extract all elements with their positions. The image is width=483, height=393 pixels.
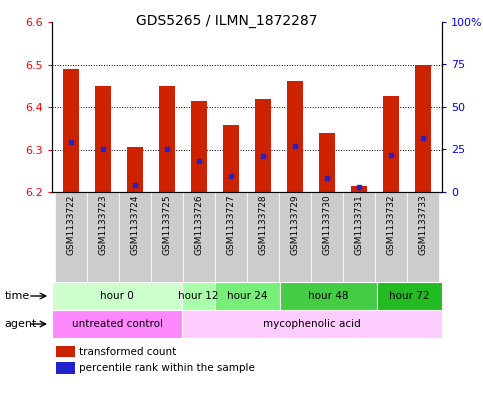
Text: GSM1133732: GSM1133732 — [386, 195, 396, 255]
FancyBboxPatch shape — [55, 192, 87, 282]
Bar — [191, 101, 207, 192]
Text: percentile rank within the sample: percentile rank within the sample — [79, 363, 255, 373]
Text: GSM1133730: GSM1133730 — [323, 195, 331, 255]
Bar — [95, 86, 111, 192]
Text: GSM1133729: GSM1133729 — [290, 195, 299, 255]
Text: GSM1133726: GSM1133726 — [195, 195, 203, 255]
FancyBboxPatch shape — [52, 310, 182, 338]
Text: GSM1133727: GSM1133727 — [227, 195, 236, 255]
FancyBboxPatch shape — [182, 310, 442, 338]
Text: untreated control: untreated control — [71, 319, 162, 329]
FancyBboxPatch shape — [375, 192, 407, 282]
Bar — [319, 132, 335, 192]
FancyBboxPatch shape — [52, 282, 182, 310]
FancyBboxPatch shape — [343, 192, 375, 282]
Text: hour 48: hour 48 — [308, 291, 349, 301]
FancyBboxPatch shape — [215, 192, 247, 282]
Text: hour 12: hour 12 — [178, 291, 218, 301]
Text: hour 0: hour 0 — [100, 291, 134, 301]
Bar — [415, 64, 431, 192]
Text: hour 24: hour 24 — [227, 291, 267, 301]
Text: GSM1133724: GSM1133724 — [130, 195, 140, 255]
Bar — [56, 345, 75, 357]
Bar — [383, 96, 399, 192]
Bar — [287, 81, 303, 192]
FancyBboxPatch shape — [311, 192, 343, 282]
Text: GDS5265 / ILMN_1872287: GDS5265 / ILMN_1872287 — [136, 14, 318, 28]
Text: GSM1133722: GSM1133722 — [67, 195, 76, 255]
Bar — [56, 362, 75, 373]
Text: agent: agent — [5, 319, 37, 329]
Text: GSM1133728: GSM1133728 — [258, 195, 268, 255]
FancyBboxPatch shape — [151, 192, 183, 282]
Bar — [159, 86, 175, 192]
Bar — [223, 125, 239, 192]
FancyBboxPatch shape — [279, 192, 311, 282]
Text: GSM1133725: GSM1133725 — [163, 195, 171, 255]
Text: GSM1133723: GSM1133723 — [99, 195, 108, 255]
FancyBboxPatch shape — [87, 192, 119, 282]
FancyBboxPatch shape — [119, 192, 151, 282]
FancyBboxPatch shape — [377, 282, 442, 310]
Text: GSM1133731: GSM1133731 — [355, 195, 363, 255]
Text: mycophenolic acid: mycophenolic acid — [263, 319, 361, 329]
Text: time: time — [5, 291, 30, 301]
Bar — [351, 185, 367, 192]
FancyBboxPatch shape — [183, 192, 215, 282]
Text: transformed count: transformed count — [79, 347, 177, 357]
FancyBboxPatch shape — [280, 282, 377, 310]
FancyBboxPatch shape — [247, 192, 279, 282]
FancyBboxPatch shape — [407, 192, 439, 282]
Bar — [63, 69, 79, 192]
Bar — [127, 147, 143, 192]
Text: hour 72: hour 72 — [389, 291, 430, 301]
FancyBboxPatch shape — [214, 282, 280, 310]
Bar — [255, 99, 271, 192]
Text: GSM1133733: GSM1133733 — [418, 195, 427, 255]
FancyBboxPatch shape — [182, 282, 214, 310]
